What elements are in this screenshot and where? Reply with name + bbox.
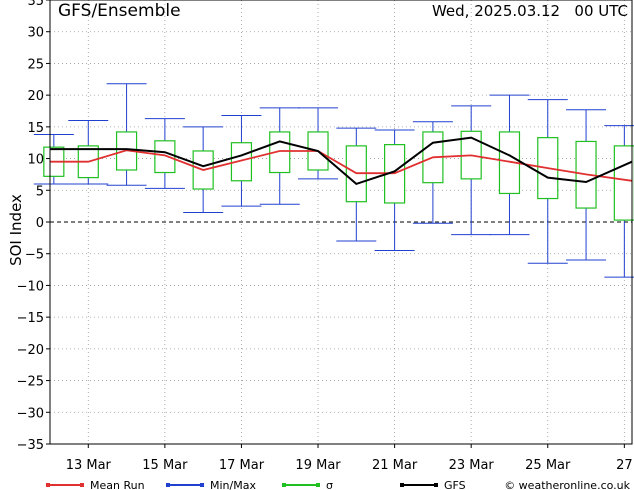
y-tick-label: 10 xyxy=(27,153,44,168)
gfs-series-line xyxy=(50,136,633,186)
series-lines xyxy=(50,136,633,186)
x-tick-label: 25 Mar xyxy=(525,458,571,473)
legend-gfs-marker-right xyxy=(434,483,438,487)
legend-gfs-label: GFS xyxy=(444,479,466,490)
y-tick-labels: −35 −30 −25 −20 −15 −10 −5 0 5 10 15 20 25 30 35 xyxy=(17,0,50,453)
x-tick-label: 27 xyxy=(616,458,633,473)
y-tick-label: −30 xyxy=(17,406,44,421)
legend: Mean Run Min/Max σ GFS xyxy=(46,479,466,490)
x-tick-label: 21 Mar xyxy=(372,458,418,473)
mean-run-series-line xyxy=(50,149,633,182)
y-tick-label: −5 xyxy=(25,248,44,263)
legend-min-max-marker-right xyxy=(200,483,204,487)
x-tick-label: 15 Mar xyxy=(142,458,188,473)
x-tick-label: 17 Mar xyxy=(219,458,265,473)
chart-title: GFS/Ensemble xyxy=(58,1,181,21)
run-datetime: Wed, 2025.03.12 00 UTC xyxy=(432,2,628,20)
x-tick-label: 23 Mar xyxy=(449,458,495,473)
y-tick-label: −35 xyxy=(17,438,44,453)
y-tick-label: 20 xyxy=(27,89,44,104)
y-tick-label: 5 xyxy=(36,184,44,199)
legend-mean-run-marker-left xyxy=(46,483,50,487)
y-tick-label: 15 xyxy=(27,121,44,136)
legend-sigma-label: σ xyxy=(326,479,333,490)
legend-min-max-marker-left xyxy=(166,483,170,487)
legend-sigma-marker-right xyxy=(316,483,320,487)
legend-gfs-marker-left xyxy=(400,483,404,487)
y-tick-label: 30 xyxy=(27,26,44,41)
y-tick-label: −20 xyxy=(17,343,44,358)
grid-lines xyxy=(50,0,632,444)
y-tick-label: −10 xyxy=(17,279,44,294)
x-tick-label: 13 Mar xyxy=(66,458,112,473)
x-tick-labels: 13 Mar 15 Mar 17 Mar 19 Mar 21 Mar 23 Mar 25 M… xyxy=(66,444,633,473)
y-tick-label: −15 xyxy=(17,311,44,326)
y-tick-label: 35 xyxy=(27,0,44,9)
legend-min-max-label: Min/Max xyxy=(210,479,256,490)
y-axis-label: SOI Index xyxy=(7,194,25,266)
legend-mean-run-marker-right xyxy=(80,483,84,487)
y-tick-label: −25 xyxy=(17,375,44,390)
legend-sigma-marker-left xyxy=(282,483,286,487)
y-tick-label: 0 xyxy=(36,216,44,231)
legend-mean-run-label: Mean Run xyxy=(90,479,145,490)
sigma-box xyxy=(230,142,253,182)
copyright-text: © weatheronline.co.uk xyxy=(504,479,630,490)
sigma-box xyxy=(154,140,176,174)
sigma-box xyxy=(613,145,634,221)
x-tick-label: 19 Mar xyxy=(295,458,341,473)
y-tick-label: 25 xyxy=(27,57,44,72)
